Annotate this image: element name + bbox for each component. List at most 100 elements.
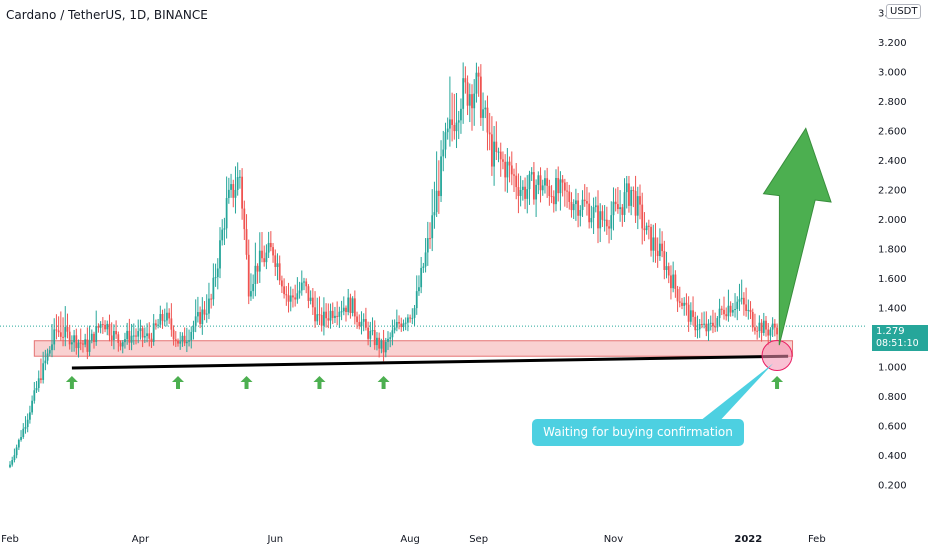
candle-body xyxy=(541,185,544,191)
candle-body xyxy=(570,201,573,211)
candle-body xyxy=(181,335,184,342)
candle-body xyxy=(320,315,323,326)
candle-body xyxy=(364,319,367,328)
candle-body xyxy=(243,208,246,230)
candle-body xyxy=(663,251,666,270)
candle-body xyxy=(73,335,76,343)
y-tick-label: 2.400 xyxy=(878,156,907,167)
candle-body xyxy=(137,331,140,337)
candle-body xyxy=(639,196,641,205)
candle-body xyxy=(329,310,332,321)
candle-body xyxy=(776,327,778,335)
candle-body xyxy=(143,336,146,338)
candle-body xyxy=(524,186,526,199)
candle-body xyxy=(506,161,509,178)
candle-body xyxy=(15,447,18,456)
candle-body xyxy=(749,309,752,313)
candle-body xyxy=(718,308,721,319)
candle-body xyxy=(532,172,535,200)
candle-body xyxy=(115,330,118,335)
candle-body xyxy=(272,247,274,256)
candle-body xyxy=(588,203,591,223)
candle-body xyxy=(513,174,515,176)
candle-body xyxy=(616,204,619,210)
candle-body xyxy=(387,338,389,342)
candle-body xyxy=(345,307,347,313)
candle-body xyxy=(97,326,100,328)
candle-body xyxy=(185,341,188,344)
candle-body xyxy=(174,339,177,341)
candle-body xyxy=(650,226,652,251)
candle-body xyxy=(367,327,370,339)
currency-unit-badge[interactable]: USDT xyxy=(886,4,922,19)
candle-body xyxy=(128,330,131,343)
candle-body xyxy=(216,268,219,278)
candle-body xyxy=(393,327,396,331)
candle-body xyxy=(378,337,381,349)
candle-body xyxy=(460,108,462,121)
candle-body xyxy=(267,242,270,253)
candle-body xyxy=(563,182,566,191)
candle-body xyxy=(566,190,568,192)
candle-body xyxy=(579,209,582,216)
candle-body xyxy=(424,252,427,267)
candle-body xyxy=(555,177,557,205)
candle-body xyxy=(236,177,239,190)
candle-body xyxy=(767,329,770,336)
candle-body xyxy=(322,311,325,326)
candle-body xyxy=(369,331,372,339)
candle-body xyxy=(406,317,409,323)
candle-body xyxy=(371,330,374,332)
candle-body xyxy=(497,151,500,153)
candle-body xyxy=(515,175,518,188)
candle-body xyxy=(431,215,434,239)
candle-body xyxy=(241,176,244,209)
candle-body xyxy=(201,309,204,325)
candle-body xyxy=(486,107,489,133)
candle-body xyxy=(62,336,64,338)
candle-body xyxy=(471,94,473,109)
candle-body xyxy=(475,72,478,94)
candle-body xyxy=(418,287,420,292)
candle-body xyxy=(148,333,151,339)
candle-body xyxy=(402,323,405,328)
candle-body xyxy=(66,327,69,332)
candle-body xyxy=(727,305,730,317)
candle-body xyxy=(630,190,633,206)
candle-body xyxy=(608,226,610,229)
candle-body xyxy=(490,134,493,167)
support-bounce-arrow-icon xyxy=(377,376,390,389)
candle-body xyxy=(725,314,728,317)
candle-body xyxy=(623,192,626,215)
candle-body xyxy=(734,309,736,311)
candle-body xyxy=(473,93,476,109)
candle-body xyxy=(519,190,522,196)
candle-body xyxy=(712,322,714,327)
candle-body xyxy=(437,190,440,197)
candle-body xyxy=(756,330,759,332)
candle-body xyxy=(643,228,646,231)
candle-body xyxy=(745,304,748,311)
support-bounce-arrow-icon xyxy=(65,376,78,389)
y-tick-label: 1.800 xyxy=(878,244,907,255)
candle-body xyxy=(57,330,60,333)
candle-body xyxy=(395,321,398,328)
candle-body xyxy=(48,350,51,354)
candle-body xyxy=(652,237,655,251)
candle-body xyxy=(309,297,312,301)
support-bounce-arrow-icon xyxy=(172,376,184,389)
candle-body xyxy=(451,119,454,125)
forecast-up-arrow-icon xyxy=(762,127,832,346)
candle-body xyxy=(700,324,703,326)
candle-body xyxy=(709,322,712,324)
candle-body xyxy=(758,322,761,331)
candle-body xyxy=(358,322,361,327)
candle-body xyxy=(33,390,36,401)
candle-body xyxy=(738,299,741,302)
candle-body xyxy=(502,159,504,162)
candle-body xyxy=(760,322,763,333)
candle-body xyxy=(261,250,263,259)
candle-body xyxy=(504,161,507,178)
candle-body xyxy=(42,363,45,380)
